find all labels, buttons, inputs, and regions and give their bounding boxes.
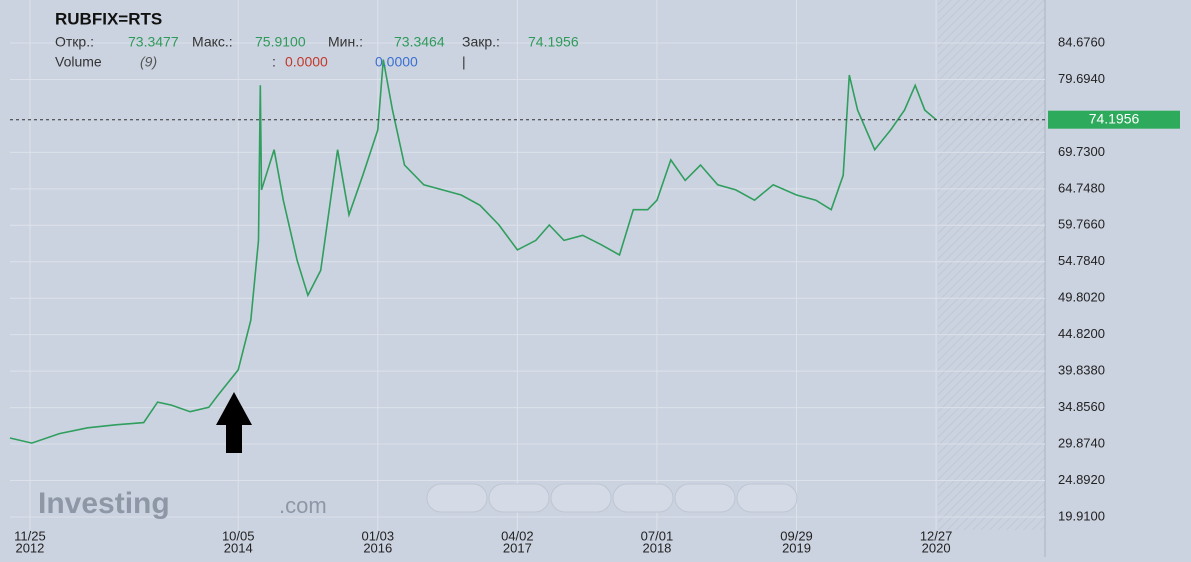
- ohlc-label: Мин.:: [328, 34, 363, 50]
- x-tick-year: 2017: [503, 540, 532, 555]
- symbol: RUBFIX=RTS: [55, 9, 162, 28]
- y-tick-label: 44.8200: [1058, 326, 1105, 341]
- x-tick-label: 01/03: [362, 528, 395, 543]
- y-tick-label: 54.7840: [1058, 253, 1105, 268]
- logo-brand: Investing: [38, 487, 170, 520]
- scroll-right-button[interactable]: [736, 483, 798, 513]
- zoom-out-button[interactable]: [550, 483, 612, 513]
- last-price-label: 74.1956: [1089, 110, 1140, 126]
- volume-value: 0.0000: [285, 54, 328, 70]
- x-tick-year: 2012: [15, 540, 44, 555]
- volume-label: Volume: [55, 54, 102, 70]
- ohlc-label: Откр.:: [55, 34, 94, 50]
- toolbar: [426, 483, 798, 513]
- price-line: [9, 59, 937, 444]
- ohlc-value: 73.3477: [128, 34, 179, 50]
- y-tick-label: 29.8740: [1058, 435, 1105, 450]
- y-tick-label: 64.7480: [1058, 180, 1105, 195]
- zoom-fit-button[interactable]: [612, 483, 674, 513]
- x-tick-year: 2018: [642, 540, 671, 555]
- last-price-box: [1048, 110, 1180, 129]
- x-tick-label: 10/05: [222, 528, 255, 543]
- volume-separator: :: [272, 54, 276, 70]
- volume-period: (9): [140, 54, 157, 70]
- y-tick-label: 84.6760: [1058, 34, 1105, 49]
- y-tick-label: 79.6940: [1058, 71, 1105, 86]
- ohlc-value: 74.1956: [528, 34, 579, 50]
- ohlc-value: 75.9100: [255, 34, 306, 50]
- x-tick-year: 2019: [782, 540, 811, 555]
- scroll-left-button[interactable]: [426, 483, 488, 513]
- y-tick-label: 59.7660: [1058, 217, 1105, 232]
- x-tick-year: 2016: [363, 540, 392, 555]
- ohlc-label: Макс.:: [192, 34, 233, 50]
- x-tick-label: 12/27: [920, 528, 953, 543]
- y-tick-label: 34.8560: [1058, 399, 1105, 414]
- future-zone: [938, 0, 1045, 530]
- logo-suffix: .com: [279, 493, 327, 518]
- volume-value: 0.0000: [375, 54, 418, 70]
- x-tick-label: 04/02: [501, 528, 534, 543]
- arrow: [216, 392, 252, 453]
- zoom-in-button[interactable]: [488, 483, 550, 513]
- plot: [9, 59, 937, 444]
- ohlc-label: Закр.:: [462, 34, 500, 50]
- y-tick-label: 69.7300: [1058, 144, 1105, 159]
- x-tick-label: 07/01: [641, 528, 674, 543]
- y-tick-label: 49.8020: [1058, 290, 1105, 305]
- ohlc-value: 73.3464: [394, 34, 445, 50]
- y-tick-label: 39.8380: [1058, 363, 1105, 378]
- y-tick-label: 19.9100: [1058, 508, 1105, 523]
- x-tick-year: 2014: [224, 540, 253, 555]
- y-tick-label: 24.8920: [1058, 472, 1105, 487]
- x-tick-label: 09/29: [780, 528, 813, 543]
- x-tick-year: 2020: [922, 540, 951, 555]
- x-tick-label: 11/25: [14, 528, 46, 543]
- grid: [10, 0, 1045, 530]
- zoom-reset-button[interactable]: [674, 483, 736, 513]
- cursor: |: [462, 54, 466, 70]
